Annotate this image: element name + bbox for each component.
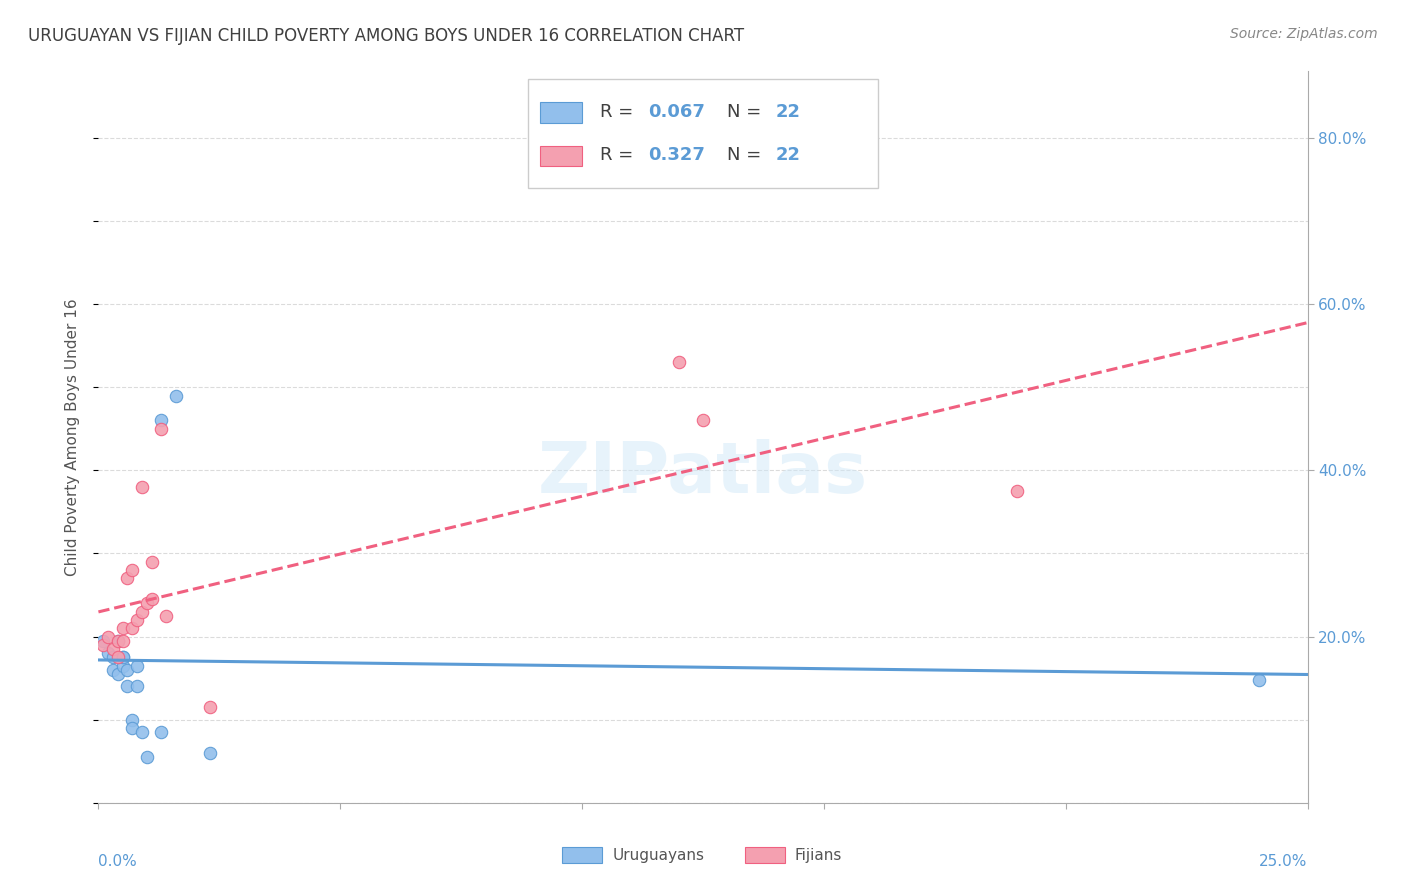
Text: 22: 22 (776, 103, 800, 120)
Text: N =: N = (727, 103, 768, 120)
Point (1007, 484, 1029, 499)
Point (127, 658, 149, 673)
Y-axis label: Child Poverty Among Boys Under 16: Child Poverty Among Boys Under 16 (65, 298, 80, 576)
Point (111, 650, 134, 665)
Text: Uruguayans: Uruguayans (613, 848, 704, 863)
Text: R =: R = (600, 146, 640, 164)
Point (117, 571, 139, 585)
Point (1249, 673, 1271, 687)
Point (155, 608, 177, 623)
Point (107, 633, 129, 648)
Text: 0.067: 0.067 (648, 103, 706, 120)
Point (198, 700, 221, 714)
Point (692, 413, 714, 427)
Point (121, 713, 143, 727)
Point (107, 633, 129, 648)
Point (121, 721, 143, 735)
Point (101, 663, 124, 677)
Point (127, 680, 149, 694)
Point (150, 422, 173, 436)
Point (101, 642, 124, 657)
Point (91, 638, 114, 652)
Text: URUGUAYAN VS FIJIAN CHILD POVERTY AMONG BOYS UNDER 16 CORRELATION CHART: URUGUAYAN VS FIJIAN CHILD POVERTY AMONG … (28, 27, 744, 45)
Point (117, 680, 139, 694)
Point (111, 650, 134, 665)
Text: Source: ZipAtlas.com: Source: ZipAtlas.com (1230, 27, 1378, 41)
Text: N =: N = (727, 146, 768, 164)
Bar (527, 78, 879, 188)
Point (97, 646, 120, 660)
Text: ZIPatlas: ZIPatlas (538, 439, 868, 508)
Point (131, 725, 153, 739)
Point (107, 667, 129, 681)
Point (131, 605, 153, 619)
Point (111, 633, 134, 648)
Bar (540, 102, 582, 122)
Point (165, 388, 187, 402)
Text: 0.0%: 0.0% (98, 854, 138, 869)
Point (107, 650, 129, 665)
Point (111, 658, 134, 673)
Point (97, 630, 120, 644)
Bar (540, 146, 582, 167)
Point (135, 596, 157, 610)
Text: 0.327: 0.327 (648, 146, 706, 164)
Point (101, 650, 124, 665)
Point (111, 621, 134, 635)
Point (121, 621, 143, 635)
Point (127, 613, 149, 627)
Point (141, 592, 163, 607)
Point (198, 746, 221, 760)
Point (121, 563, 143, 577)
Point (668, 355, 690, 369)
Text: 25.0%: 25.0% (1260, 854, 1308, 869)
Point (91, 633, 114, 648)
Point (141, 555, 163, 569)
Point (150, 413, 173, 427)
Point (117, 663, 139, 677)
Text: Fijians: Fijians (794, 848, 842, 863)
Text: 22: 22 (776, 146, 800, 164)
Point (150, 725, 173, 739)
Text: R =: R = (600, 103, 640, 120)
Point (131, 480, 153, 494)
Point (135, 750, 157, 764)
